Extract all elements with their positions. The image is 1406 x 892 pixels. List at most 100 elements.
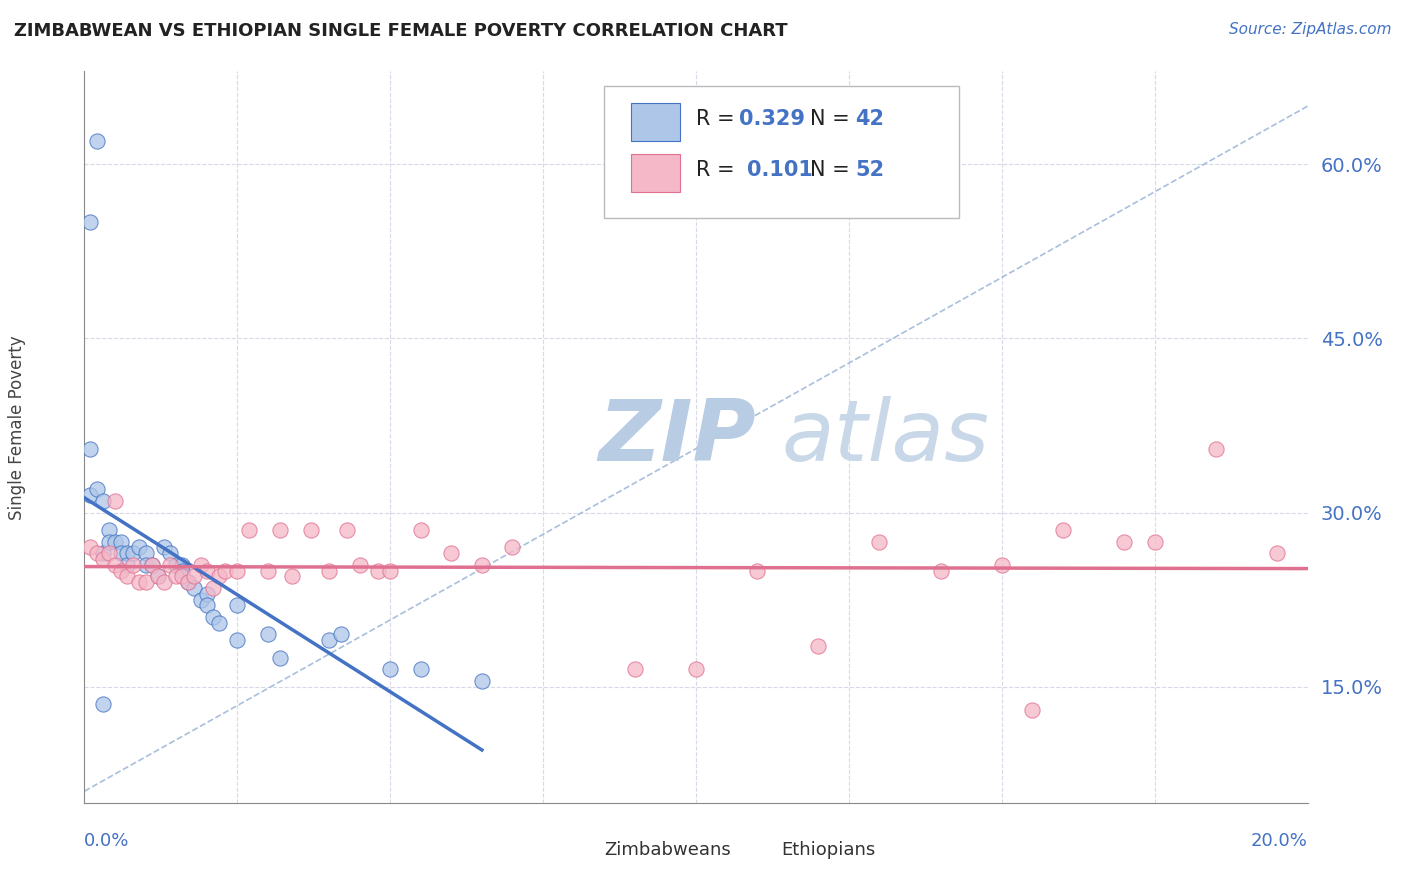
Point — [281, 569, 304, 583]
Point — [153, 541, 176, 555]
Point — [195, 599, 218, 613]
Point — [238, 523, 260, 537]
Bar — [561, 838, 596, 866]
Text: Single Female Poverty: Single Female Poverty — [8, 336, 25, 520]
Point — [97, 546, 120, 560]
Point — [183, 569, 205, 583]
Text: Zimbabweans: Zimbabweans — [605, 841, 731, 859]
Point — [1205, 442, 1227, 456]
Point — [79, 541, 101, 555]
Point — [86, 546, 108, 560]
Point — [991, 558, 1014, 572]
Point — [269, 650, 291, 665]
Point — [115, 569, 138, 583]
Point — [122, 558, 145, 572]
Point — [226, 599, 249, 613]
FancyBboxPatch shape — [605, 86, 959, 218]
Point — [172, 564, 194, 578]
Point — [502, 541, 524, 555]
Point — [409, 523, 432, 537]
Point — [214, 564, 236, 578]
Point — [1265, 546, 1288, 560]
Text: Source: ZipAtlas.com: Source: ZipAtlas.com — [1229, 22, 1392, 37]
Point — [330, 627, 353, 641]
Point — [110, 534, 132, 549]
Point — [257, 627, 280, 641]
Point — [104, 494, 127, 508]
Point — [177, 575, 200, 590]
Point — [122, 546, 145, 560]
Point — [141, 558, 163, 572]
Point — [201, 610, 224, 624]
Point — [318, 633, 340, 648]
Point — [153, 575, 176, 590]
Text: ZIP: ZIP — [598, 395, 756, 479]
Text: 42: 42 — [855, 109, 884, 129]
Bar — [631, 103, 681, 141]
Text: atlas: atlas — [782, 395, 990, 479]
Point — [226, 633, 249, 648]
Point — [747, 564, 769, 578]
Point — [104, 534, 127, 549]
Point — [104, 558, 127, 572]
Text: 0.329: 0.329 — [738, 109, 804, 129]
Point — [624, 662, 647, 676]
Point — [226, 564, 249, 578]
Point — [869, 534, 891, 549]
Point — [79, 215, 101, 229]
Point — [190, 592, 212, 607]
Point — [367, 564, 389, 578]
Text: 0.101: 0.101 — [748, 160, 813, 180]
Point — [79, 442, 101, 456]
Text: ZIMBABWEAN VS ETHIOPIAN SINGLE FEMALE POVERTY CORRELATION CHART: ZIMBABWEAN VS ETHIOPIAN SINGLE FEMALE PO… — [14, 22, 787, 40]
Text: 20.0%: 20.0% — [1251, 832, 1308, 850]
Point — [380, 564, 402, 578]
Point — [146, 569, 169, 583]
Point — [349, 558, 371, 572]
Point — [91, 494, 114, 508]
Point — [208, 569, 231, 583]
Bar — [631, 154, 681, 192]
Point — [135, 546, 157, 560]
Point — [115, 558, 138, 572]
Point — [86, 483, 108, 497]
Point — [86, 134, 108, 148]
Point — [409, 662, 432, 676]
Text: N =: N = — [810, 109, 856, 129]
Point — [1052, 523, 1074, 537]
Bar — [738, 838, 773, 866]
Point — [135, 558, 157, 572]
Point — [110, 546, 132, 560]
Point — [685, 662, 707, 676]
Point — [201, 581, 224, 595]
Point — [91, 546, 114, 560]
Point — [165, 558, 187, 572]
Point — [195, 564, 218, 578]
Point — [183, 581, 205, 595]
Point — [318, 564, 340, 578]
Point — [257, 564, 280, 578]
Point — [97, 523, 120, 537]
Point — [929, 564, 952, 578]
Point — [141, 558, 163, 572]
Point — [299, 523, 322, 537]
Text: 0.0%: 0.0% — [84, 832, 129, 850]
Point — [146, 569, 169, 583]
Point — [336, 523, 359, 537]
Point — [91, 697, 114, 711]
Point — [79, 488, 101, 502]
Point — [110, 564, 132, 578]
Point — [159, 546, 181, 560]
Point — [128, 575, 150, 590]
Text: 52: 52 — [855, 160, 884, 180]
Point — [1114, 534, 1136, 549]
Point — [159, 558, 181, 572]
Point — [115, 546, 138, 560]
Point — [97, 534, 120, 549]
Point — [135, 575, 157, 590]
Point — [807, 639, 830, 653]
Point — [177, 575, 200, 590]
Text: R =: R = — [696, 160, 748, 180]
Point — [1143, 534, 1166, 549]
Point — [190, 558, 212, 572]
